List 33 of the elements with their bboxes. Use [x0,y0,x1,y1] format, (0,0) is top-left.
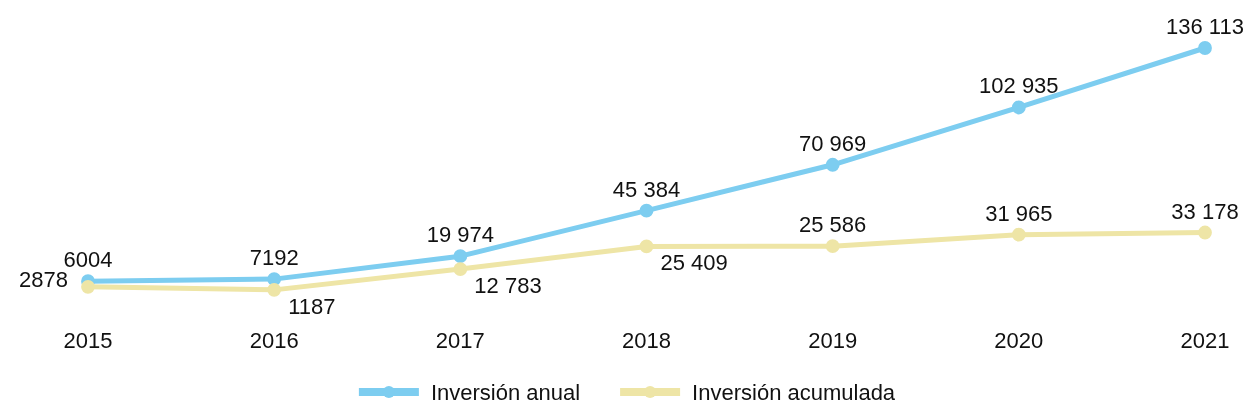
x-tick-label: 2021 [1180,328,1230,353]
x-tick-label: 2018 [622,328,671,353]
point [453,262,468,276]
legend-label: Inversión acumulada [692,380,896,405]
data-label: 45 384 [612,176,681,202]
data-label: 19 974 [426,222,494,248]
x-tick-label: 2017 [435,328,485,353]
data-label: 102 935 [979,73,1059,99]
point [267,282,282,297]
data-label: 33 178 [1171,198,1239,224]
x-tick-label: 2016 [249,328,299,353]
point [639,239,654,254]
point [1011,227,1026,242]
x-tick-label: 2015 [63,328,113,353]
legend-label: Inversión anual [430,380,581,405]
point [639,203,654,218]
point [825,157,840,172]
data-label: 1187 [288,293,336,319]
point [1011,100,1026,115]
data-label: 70 969 [799,130,867,156]
point [81,279,95,294]
data-label: 7192 [249,245,299,271]
data-label: 12 783 [474,273,542,299]
point [1198,41,1212,55]
point [1198,225,1212,240]
point [825,239,840,254]
data-label: 136 113 [1166,14,1244,39]
x-tick-label: 2019 [808,328,858,353]
point [453,249,468,264]
data-label: 25 586 [799,212,867,238]
data-label: 31 965 [985,200,1053,226]
x-tick-label: 2020 [994,328,1044,353]
data-label: 25 409 [660,250,728,276]
